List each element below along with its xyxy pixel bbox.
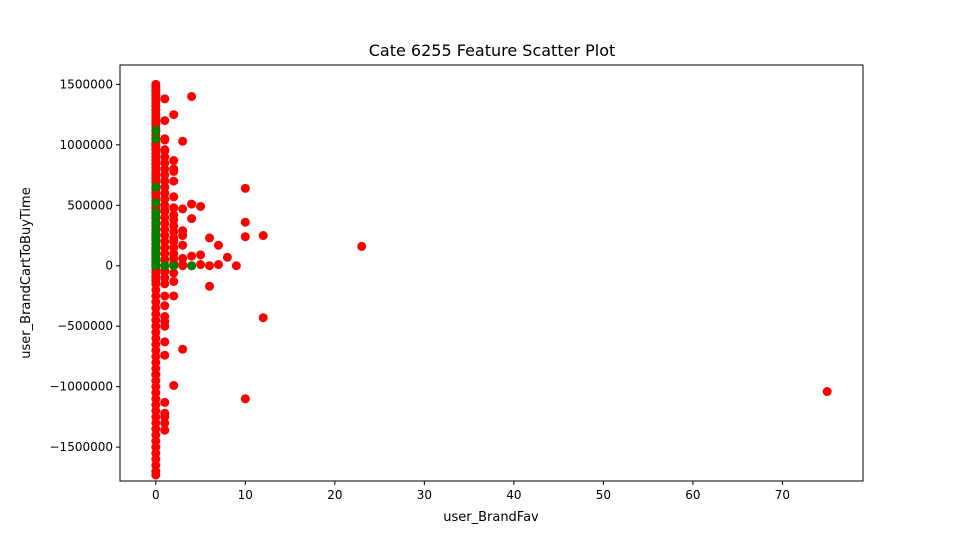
y-tick-label: 0	[105, 259, 113, 273]
red-data-point	[169, 380, 179, 390]
y-tick-label: −500000	[57, 319, 113, 333]
red-data-point	[178, 344, 188, 354]
red-data-point	[169, 268, 179, 278]
y-tick-label: −1500000	[50, 440, 114, 454]
x-tick-label: 0	[152, 488, 160, 502]
red-data-point	[240, 232, 250, 242]
red-data-point	[169, 166, 179, 176]
red-data-point	[213, 260, 223, 270]
red-data-point	[160, 397, 170, 407]
y-tick-label: 1500000	[60, 77, 113, 91]
plot-frame	[119, 64, 864, 482]
red-data-point	[187, 214, 197, 224]
red-data-point	[205, 233, 215, 243]
green-data-point	[151, 182, 161, 192]
red-data-point	[169, 203, 179, 213]
red-data-point	[357, 241, 367, 251]
red-data-point	[187, 91, 197, 101]
red-data-point	[160, 205, 170, 215]
red-data-point	[196, 201, 206, 211]
red-data-point	[160, 350, 170, 360]
red-data-point	[178, 231, 188, 241]
red-data-point	[240, 394, 250, 404]
red-data-point	[231, 261, 241, 271]
red-data-point	[222, 252, 232, 262]
red-data-point	[187, 251, 197, 261]
chart-title: Cate 6255 Feature Scatter Plot	[369, 41, 616, 60]
red-data-point	[160, 321, 170, 331]
red-data-point	[178, 261, 188, 271]
red-data-point	[822, 387, 832, 397]
x-tick-label: 20	[327, 488, 342, 502]
green-data-point	[169, 261, 179, 271]
red-data-point	[160, 337, 170, 347]
green-data-point	[151, 261, 161, 271]
red-data-point	[258, 313, 268, 323]
red-data-point	[160, 145, 170, 155]
red-data-point	[196, 260, 206, 270]
red-data-point	[160, 116, 170, 126]
x-tick-label: 10	[238, 488, 253, 502]
red-data-point	[178, 136, 188, 146]
red-data-point	[205, 281, 215, 291]
red-data-point	[240, 183, 250, 193]
red-data-point	[169, 110, 179, 120]
red-data-point	[160, 291, 170, 301]
y-axis-ticks: −1500000 −1000000 −500000 0 500000 1000000 150…	[50, 77, 120, 454]
red-data-point	[151, 470, 161, 480]
x-tick-label: 40	[506, 488, 521, 502]
red-data-point	[160, 279, 170, 289]
red-data-point	[258, 231, 268, 241]
green-data-point	[160, 261, 170, 271]
plot-area	[151, 79, 832, 480]
y-tick-label: 1000000	[60, 138, 113, 152]
red-data-point	[240, 217, 250, 227]
green-data-point	[151, 198, 161, 208]
x-tick-label: 30	[417, 488, 432, 502]
red-data-point	[169, 176, 179, 186]
x-axis-label: user_BrandFav	[443, 510, 539, 525]
red-data-point	[178, 204, 188, 214]
red-data-point	[160, 301, 170, 311]
red-data-point	[151, 370, 161, 380]
x-tick-label: 50	[596, 488, 611, 502]
green-data-point	[151, 134, 161, 144]
y-axis-label: user_BrandCartToBuyTime	[19, 187, 34, 358]
red-data-point	[169, 192, 179, 202]
x-axis-ticks: 0 10 20 30 40 50 60 70	[152, 481, 790, 502]
red-data-point	[187, 199, 197, 209]
red-data-point	[169, 276, 179, 286]
red-data-point	[160, 135, 170, 145]
red-data-point	[169, 291, 179, 301]
red-data-point	[160, 425, 170, 435]
red-data-point	[169, 156, 179, 166]
red-data-point	[160, 418, 170, 428]
red-data-point	[196, 250, 206, 260]
x-tick-label: 70	[775, 488, 790, 502]
y-tick-label: 500000	[67, 198, 113, 212]
red-data-point	[213, 240, 223, 250]
red-data-point	[205, 261, 215, 271]
y-tick-label: −1000000	[50, 380, 114, 394]
green-data-point	[151, 125, 161, 135]
red-data-point	[160, 94, 170, 104]
red-data-point	[178, 240, 188, 250]
green-data-point	[187, 261, 197, 271]
x-tick-label: 60	[685, 488, 700, 502]
